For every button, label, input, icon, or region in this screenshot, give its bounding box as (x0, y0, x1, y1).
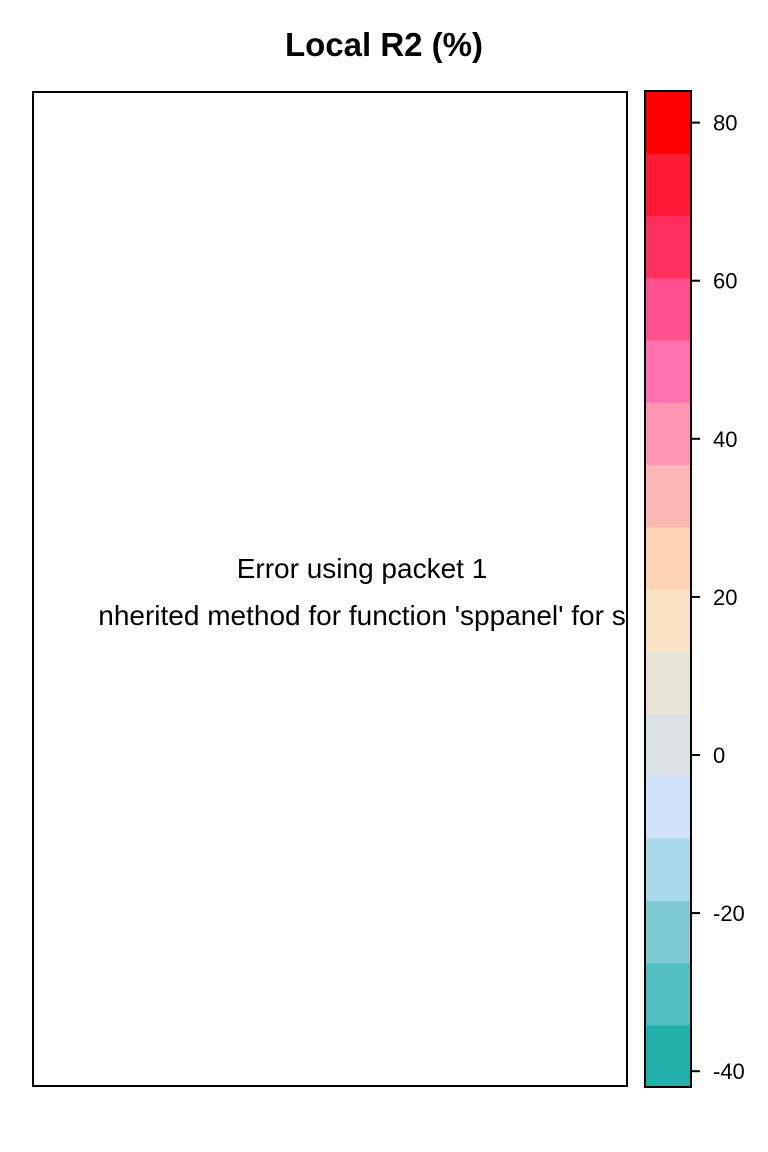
color-key-tick-label: -40 (713, 1059, 745, 1084)
color-key-band (645, 464, 691, 528)
color-key-band (645, 526, 691, 590)
color-key-tick-label: 20 (713, 585, 737, 610)
error-message-line-1: Error using packet 1 (236, 553, 488, 584)
color-key-band (645, 91, 691, 154)
color-key-band (645, 589, 691, 652)
color-key-tick-label: -20 (713, 901, 745, 926)
color-key-tick-label: 60 (713, 269, 737, 294)
color-key-band (645, 215, 691, 279)
chart-title: Local R2 (%) (284, 26, 484, 63)
color-key-band (645, 340, 691, 403)
map-panel: Error using packet 1 nherited method for… (32, 91, 628, 1087)
error-message-line-2: nherited method for function 'sppanel' f… (98, 600, 626, 631)
color-key-band (645, 838, 691, 901)
color-key-band (645, 651, 691, 715)
color-key-frame (644, 90, 692, 1088)
color-key-tick-label: 80 (713, 111, 737, 136)
color-key-band (645, 713, 691, 777)
color-key-band (645, 962, 691, 1026)
color-key-band (645, 153, 691, 217)
color-key-band (645, 900, 691, 964)
color-key-band (645, 277, 691, 341)
color-key-tick-label: 40 (713, 427, 737, 452)
color-key-band (645, 402, 691, 466)
color-key-band (645, 1024, 691, 1088)
color-key-tick-label: 0 (713, 743, 725, 768)
color-key-band (645, 775, 691, 839)
